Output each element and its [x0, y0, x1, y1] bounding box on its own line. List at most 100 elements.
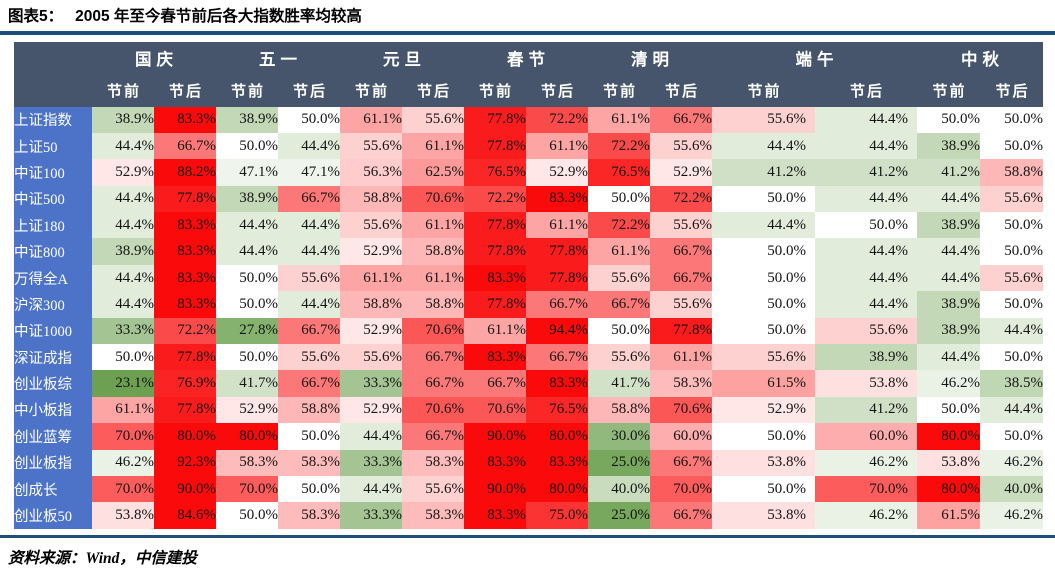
win-rate-cell: 83.3%	[464, 449, 526, 476]
win-rate-cell: 44.4%	[815, 185, 917, 213]
index-row-label: 创业板指	[14, 449, 92, 476]
win-rate-cell: 52.9%	[216, 396, 278, 424]
index-row-label: 沪深300	[14, 291, 92, 318]
post-holiday-subheader: 节后	[815, 74, 917, 107]
table-row: 中证100 52.9% 88.2% 47.1% 47.1% 56.3% 62.5% 76.5%…	[14, 159, 1043, 186]
win-rate-cell: 55.6%	[278, 264, 340, 292]
win-rate-cell: 83.3%	[526, 185, 588, 213]
win-rate-cell: 77.8%	[650, 317, 712, 345]
win-rate-cell: 52.9%	[526, 159, 588, 186]
win-rate-cell: 44.4%	[917, 185, 980, 213]
win-rate-cell: 50.0%	[712, 475, 815, 503]
post-holiday-subheader: 节后	[402, 74, 464, 107]
win-rate-cell: 60.0%	[650, 423, 712, 450]
win-rate-cell: 52.9%	[340, 396, 402, 424]
win-rate-cell: 70.6%	[402, 396, 464, 424]
win-rate-cell: 66.7%	[464, 370, 526, 397]
table-row: 创成长 70.0% 90.0% 70.0% 50.0% 44.4% 55.6% 90.0% 80…	[14, 475, 1043, 503]
index-row-label: 创成长	[14, 475, 92, 503]
win-rate-cell: 80.0%	[154, 423, 216, 450]
win-rate-cell: 38.9%	[917, 317, 980, 345]
win-rate-cell: 50.0%	[588, 317, 650, 345]
win-rate-cell: 70.0%	[92, 423, 154, 450]
win-rate-cell: 55.6%	[340, 212, 402, 239]
win-rate-cell: 41.2%	[712, 159, 815, 186]
win-rate-cell: 58.8%	[588, 396, 650, 424]
win-rate-cell: 83.3%	[526, 449, 588, 476]
win-rate-cell: 44.4%	[917, 344, 980, 371]
win-rate-cell: 27.8%	[216, 317, 278, 345]
win-rate-cell: 70.6%	[464, 396, 526, 424]
win-rate-cell: 72.2%	[464, 185, 526, 213]
win-rate-cell: 77.8%	[464, 212, 526, 239]
win-rate-cell: 44.4%	[92, 132, 154, 160]
win-rate-cell: 58.8%	[402, 238, 464, 265]
win-rate-cell: 58.3%	[402, 502, 464, 529]
win-rate-cell: 58.3%	[402, 449, 464, 476]
pre-holiday-subheader: 节前	[464, 74, 526, 107]
win-rate-cell: 55.6%	[712, 106, 815, 133]
win-rate-cell: 58.3%	[216, 449, 278, 476]
win-rate-cell: 38.9%	[917, 132, 980, 160]
holiday-header: 清明	[588, 41, 712, 75]
table-body: 上证指数 38.9% 83.3% 38.9% 50.0% 61.1% 55.6% 77.8% 7…	[14, 106, 1043, 529]
win-rate-cell: 50.0%	[712, 291, 815, 318]
win-rate-cell: 50.0%	[588, 185, 650, 213]
table-row: 创业板指 46.2% 92.3% 58.3% 58.3% 33.3% 58.3% 83.3% 8…	[14, 449, 1043, 476]
win-rate-cell: 55.6%	[650, 212, 712, 239]
win-rate-cell: 58.3%	[650, 370, 712, 397]
win-rate-cell: 66.7%	[588, 291, 650, 318]
holiday-header: 中秋	[917, 41, 1043, 75]
win-rate-cell: 53.8%	[92, 502, 154, 529]
win-rate-cell: 61.5%	[917, 502, 980, 529]
win-rate-cell: 50.0%	[712, 185, 815, 213]
win-rate-cell: 50.0%	[712, 317, 815, 345]
win-rate-cell: 33.3%	[340, 449, 402, 476]
win-rate-cell: 44.4%	[216, 238, 278, 265]
win-rate-cell: 55.6%	[402, 475, 464, 503]
table-row: 上证指数 38.9% 83.3% 38.9% 50.0% 61.1% 55.6% 77.8% 7…	[14, 106, 1043, 133]
win-rate-cell: 53.8%	[917, 449, 980, 476]
win-rate-cell: 41.2%	[815, 396, 917, 424]
win-rate-cell: 70.6%	[402, 317, 464, 345]
win-rate-cell: 72.2%	[154, 317, 216, 345]
win-rate-cell: 61.1%	[588, 238, 650, 265]
win-rate-cell: 41.2%	[917, 159, 980, 186]
win-rate-cell: 80.0%	[216, 423, 278, 450]
table-row: 创业板综 23.1% 76.9% 41.7% 66.7% 33.3% 66.7% 66.7% 8…	[14, 370, 1043, 397]
table-row: 中证800 38.9% 83.3% 44.4% 44.4% 52.9% 58.8% 77.8%…	[14, 238, 1043, 265]
win-rate-cell: 80.0%	[526, 475, 588, 503]
win-rate-cell: 72.2%	[588, 132, 650, 160]
bottom-divider	[0, 534, 1055, 539]
win-rate-cell: 38.9%	[815, 344, 917, 371]
win-rate-cell: 77.8%	[464, 238, 526, 265]
win-rate-cell: 46.2%	[980, 449, 1043, 476]
win-rate-cell: 44.4%	[92, 291, 154, 318]
win-rate-cell: 41.7%	[588, 370, 650, 397]
win-rate-cell: 77.8%	[154, 396, 216, 424]
win-rate-table: 国庆 五一 元旦 春节 清明 端午 中秋 节前 节后 节前 节后 节前 节后 节前 节后 节前 节后 节前 节后 节前…	[14, 41, 1043, 529]
table-row: 创业板50 53.8% 84.6% 50.0% 58.3% 33.3% 58.3% 83.3%…	[14, 502, 1043, 529]
win-rate-cell: 76.5%	[588, 159, 650, 186]
win-rate-cell: 50.0%	[980, 132, 1043, 160]
win-rate-cell: 38.9%	[917, 291, 980, 318]
table-row: 深证成指 50.0% 77.8% 50.0% 55.6% 55.6% 66.7% 83.3% 6…	[14, 344, 1043, 371]
win-rate-cell: 84.6%	[154, 502, 216, 529]
table-row: 创业蓝筹 70.0% 80.0% 80.0% 50.0% 44.4% 66.7% 90.0% 8…	[14, 423, 1043, 450]
win-rate-cell: 50.0%	[815, 212, 917, 239]
win-rate-cell: 61.1%	[340, 264, 402, 292]
win-rate-cell: 44.4%	[712, 212, 815, 239]
win-rate-cell: 52.9%	[340, 238, 402, 265]
win-rate-cell: 44.4%	[815, 238, 917, 265]
win-rate-cell: 50.0%	[980, 238, 1043, 265]
win-rate-cell: 76.9%	[154, 370, 216, 397]
win-rate-cell: 61.1%	[464, 317, 526, 345]
win-rate-cell: 38.9%	[92, 238, 154, 265]
win-rate-cell: 80.0%	[917, 475, 980, 503]
win-rate-cell: 55.6%	[980, 264, 1043, 292]
win-rate-cell: 72.2%	[588, 212, 650, 239]
win-rate-cell: 44.4%	[278, 291, 340, 318]
win-rate-cell: 50.0%	[216, 132, 278, 160]
win-rate-cell: 77.8%	[526, 264, 588, 292]
win-rate-cell: 94.4%	[526, 317, 588, 345]
